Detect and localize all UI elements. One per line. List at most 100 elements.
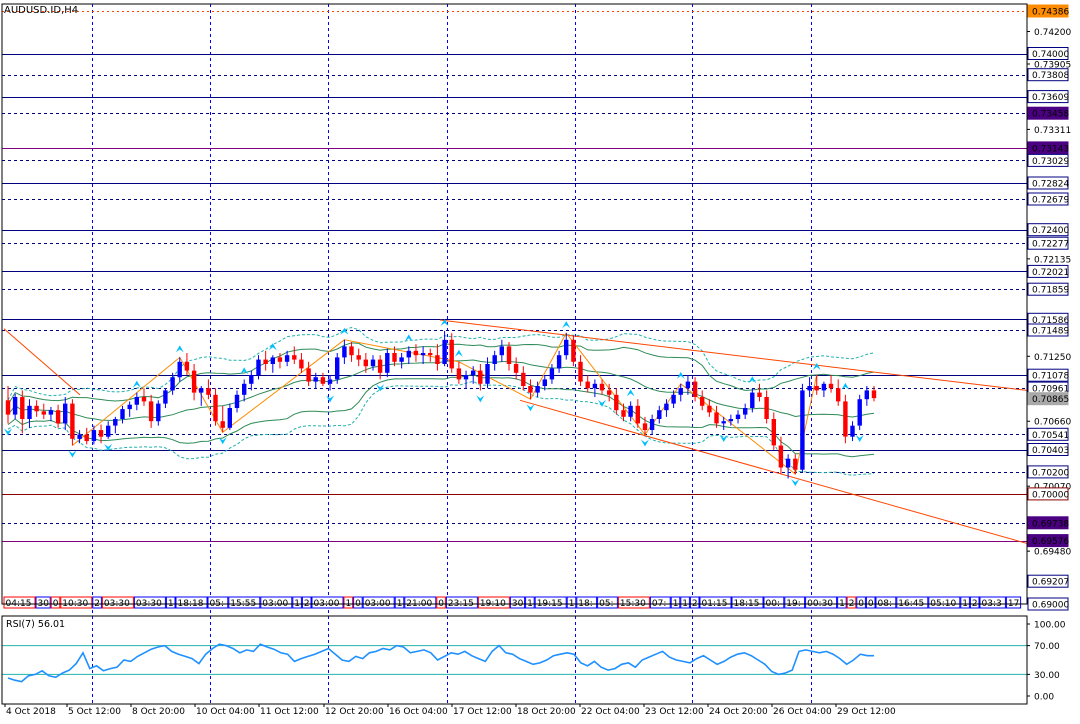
time-axis-label: 4 Oct 2018 [6,707,56,717]
candle-body [728,419,733,422]
candle-body [671,394,676,404]
time-marker-box [534,596,567,609]
rsi-panel: 100.00 70.00 30.00 0.00 [2,621,1066,703]
candle-body [55,410,61,424]
time-marker-box [960,596,970,609]
candle-body [478,370,483,384]
time-marker-box [445,596,478,609]
time-axis-label: 26 Oct 04:00 [773,707,832,717]
candle-body [134,397,139,405]
bollinger-inner-upper [7,342,875,405]
price-axis-label: 0.73808 [1032,71,1069,81]
fractal-up-icon [454,349,463,357]
candle-body [349,346,354,356]
price-axis-label: 0.74200 [1034,28,1071,38]
candle-body [685,381,691,389]
price-axis-label: 0.70961 [1032,385,1069,395]
candle-body [692,381,698,397]
time-marker-box [101,596,134,609]
rsi-axis-label: 0.00 [1034,693,1054,703]
price-label-box [1027,223,1069,237]
candle-body [864,390,869,400]
price-axis-label: 0.73905 [1034,61,1071,71]
price-axis-label: 0.72277 [1032,240,1069,250]
candle-body [163,390,168,404]
price-label-box [1027,176,1069,190]
candle-body [170,377,175,391]
candle-body [256,359,261,375]
fractal-down-icon [476,395,485,403]
trendlines[interactable] [3,319,1028,544]
fractal-down-icon [4,428,12,436]
candle-body [836,388,841,402]
price-label-box [1027,68,1069,82]
time-marker-box [404,596,437,609]
price-label-box [1027,516,1069,530]
candle-body [714,412,719,424]
candle-body [463,375,469,380]
time-axis-label: 12 Oct 20:00 [325,707,384,717]
candle-body [843,401,848,437]
candle-body [435,355,440,364]
candle-body [299,359,304,369]
time-marker-box [680,596,690,609]
candle-body [313,377,318,382]
candle-body [141,397,147,402]
candle-body [442,339,447,364]
candle-body [120,409,125,419]
candle-body [678,388,683,395]
main-pane-frame [1,3,1028,605]
candle-body [41,411,46,415]
bollinger-inner-lower [7,373,875,458]
time-axis-label: 16 Oct 04:00 [389,707,448,717]
fractal-up-icon [440,318,449,326]
candle-body [270,357,275,364]
fractal-up-icon [676,371,685,379]
time-marker-box [649,596,671,609]
candle-body [227,408,232,428]
horizontal-levels[interactable] [2,11,1027,542]
time-marker-box [969,596,980,609]
candle-body [385,353,390,373]
fractal-down-icon [855,435,864,443]
time-axis-label: 29 Oct 12:00 [837,707,896,717]
fractal-down-icon [376,384,385,392]
time-marker-box [353,596,363,609]
price-axis-label: 0.69000 [1032,601,1069,611]
price-axis-label: 0.70660 [1034,418,1071,428]
candle-body [449,339,454,369]
time-marker-box [311,596,344,609]
time-marker-box [292,596,302,609]
candle-body [621,410,626,417]
fractal-up-icon [812,363,821,371]
upper-trendline[interactable] [439,319,1028,391]
price-label-box [1027,264,1069,278]
fractal-up-icon [340,327,349,335]
early-trendline[interactable] [3,328,81,396]
candle-body [156,403,161,422]
price-axis-label: 0.73311 [1034,126,1071,136]
price-label-box [1027,465,1069,479]
fractal-down-icon [218,437,227,445]
candle-body [521,372,526,386]
lower-trendline[interactable] [519,399,1028,544]
candle-body [578,361,583,382]
candle-body [277,357,283,362]
price-axis-label: 0.70865 [1032,395,1069,405]
candle-body [27,405,32,419]
time-marker-box [1005,596,1022,609]
candle-body [184,361,190,371]
time-marker-box [979,596,1006,609]
candle-body [413,350,419,356]
candle-body [657,410,662,419]
time-marker-box [597,596,618,609]
time-marker-box [875,596,897,609]
time-axis: 4 Oct 2018 5 Oct 12:00 8 Oct 20:00 10 Oct 0… [4,704,896,717]
rsi-axis-label: 70.00 [1034,642,1060,652]
price-axis-label: 0.72400 [1032,226,1069,236]
time-marker-box [837,596,847,609]
candle-body [700,397,705,406]
